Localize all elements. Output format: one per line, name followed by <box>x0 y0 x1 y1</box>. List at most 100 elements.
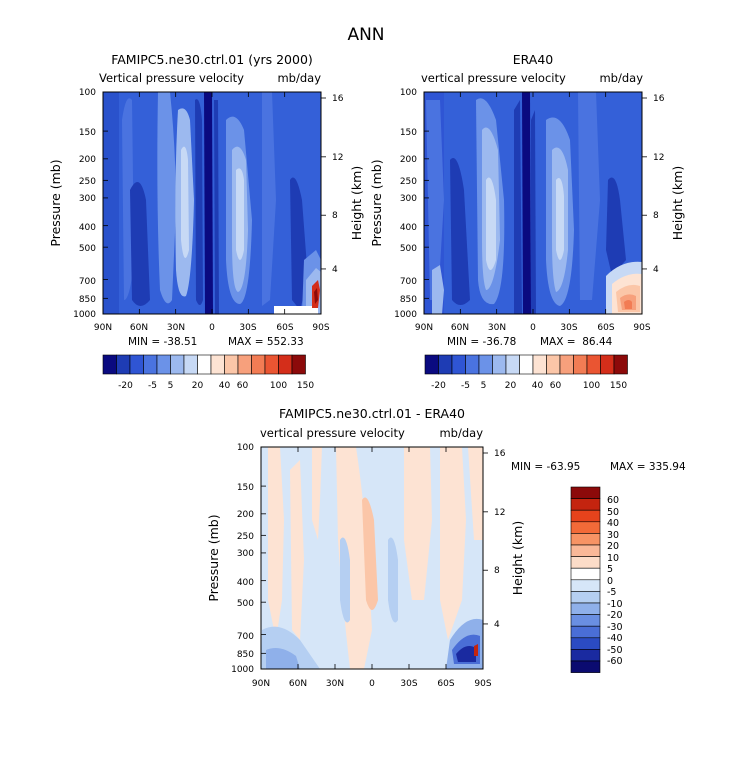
colorbar-label: -50 <box>607 645 623 656</box>
panel-subtitle-right: mb/day <box>277 71 321 85</box>
field-region <box>312 447 322 540</box>
colorbar-label: 150 <box>297 381 314 391</box>
y-tick-label: 300 <box>400 194 417 204</box>
colorbar-label: 20 <box>607 541 619 552</box>
colorbar <box>102 354 306 375</box>
panel-title: FAMIPC5.ne30.ctrl.01 (yrs 2000) <box>111 52 313 67</box>
x-tick-label: 30N <box>167 323 185 333</box>
colorbar-label: 5 <box>168 381 174 391</box>
y-tick-label: 250 <box>79 177 96 187</box>
x-tick-label: 60S <box>276 323 293 333</box>
y-right-tick-label: 12 <box>653 153 664 163</box>
colorbar-label: 60 <box>550 381 562 391</box>
y-tick-label: 100 <box>237 443 254 453</box>
panel-title: FAMIPC5.ne30.ctrl.01 - ERA40 <box>279 406 465 421</box>
colorbar-label: 150 <box>610 381 627 391</box>
y-tick-label: 500 <box>400 244 417 254</box>
field-region <box>236 168 244 260</box>
colorbar-label: -5 <box>461 381 470 391</box>
y-right-tick-label: 8 <box>653 211 659 221</box>
panel-subtitle-right: mb/day <box>439 426 483 440</box>
y-tick-label: 1000 <box>394 310 417 320</box>
colorbar-label: 50 <box>607 507 619 518</box>
field-region <box>432 265 444 314</box>
colorbar-swatch <box>264 354 279 375</box>
colorbar-swatch <box>116 354 131 375</box>
colorbar-swatch <box>478 354 493 375</box>
field-region <box>290 460 304 640</box>
y-right-tick-label: 8 <box>332 211 338 221</box>
x-tick-label: 60S <box>437 679 454 689</box>
colorbar-swatch <box>573 354 588 375</box>
field-region <box>556 178 564 260</box>
panel-subtitle-left: Vertical pressure velocity <box>99 71 244 85</box>
x-tick-labels: 90N 60N 30N 0 30S 60S 90S <box>415 323 651 333</box>
y-tick-label: 850 <box>400 295 417 305</box>
x-tick-label: 0 <box>369 679 375 689</box>
colorbar-swatch <box>570 567 601 581</box>
y-tick-label: 300 <box>79 194 96 204</box>
colorbar-swatch <box>170 354 185 375</box>
x-tick-label: 60N <box>451 323 469 333</box>
panel-subtitle-left: vertical pressure velocity <box>260 426 405 440</box>
field-region <box>262 92 276 306</box>
y-tick-labels: 100 150 200 250 300 400 500 700 850 1000 <box>73 88 96 320</box>
stat-max: MAX = 335.94 <box>610 461 686 473</box>
y-tick-label: 200 <box>79 155 96 165</box>
colorbar-label: 100 <box>583 381 600 391</box>
colorbar-swatch <box>570 544 601 557</box>
y-axis-label: Pressure (mb) <box>206 514 221 601</box>
y-tick-label: 300 <box>237 549 254 559</box>
y-tick-label: 400 <box>79 223 96 233</box>
colorbar-label: -60 <box>607 656 623 667</box>
field-region <box>268 447 284 640</box>
field-region <box>474 644 478 656</box>
colorbar-label: -20 <box>118 381 133 391</box>
y-tick-label: 150 <box>79 128 96 138</box>
colorbar-swatch <box>237 354 252 375</box>
colorbar-label: -5 <box>607 587 616 598</box>
field-region <box>103 92 119 314</box>
y-tick-label: 250 <box>400 177 417 187</box>
field-region <box>214 100 219 314</box>
colorbar-swatch <box>570 637 601 650</box>
colorbar-labels: -20 -5 5 20 40 60 100 150 <box>118 381 314 391</box>
colorbar-swatch <box>570 591 601 604</box>
x-tick-label: 90S <box>633 323 650 333</box>
colorbar-label: 10 <box>607 553 619 564</box>
y-right-tick-labels: 16 12 8 4 <box>653 94 665 275</box>
field-region <box>340 537 350 623</box>
x-tick-label: 30S <box>400 679 417 689</box>
y-tick-label: 200 <box>400 155 417 165</box>
y-axis-right-label: Height (km) <box>510 521 525 595</box>
field-region <box>606 177 626 276</box>
colorbar-label: 0 <box>607 576 613 587</box>
colorbar-swatch <box>532 354 547 375</box>
field-region <box>531 110 536 314</box>
colorbar-swatch <box>570 556 601 569</box>
field-region <box>157 92 176 304</box>
y-tick-label: 200 <box>237 510 254 520</box>
colorbar-swatch <box>424 354 439 375</box>
x-tick-label: 90N <box>94 323 112 333</box>
y-right-tick-label: 4 <box>494 620 500 630</box>
colorbar-swatch <box>438 354 453 375</box>
colorbar-label: 40 <box>532 381 544 391</box>
panel-subtitle-left: vertical pressure velocity <box>421 71 566 85</box>
y-right-tick-label: 16 <box>494 449 506 459</box>
x-tick-label: 90S <box>474 679 491 689</box>
colorbar-label: 20 <box>192 381 204 391</box>
colorbar-swatch <box>519 354 534 375</box>
colorbar-label: -10 <box>607 599 623 610</box>
y-right-tick-label: 12 <box>332 153 343 163</box>
colorbar-swatch <box>278 354 293 375</box>
contour-field <box>261 447 483 669</box>
colorbar-swatch <box>559 354 574 375</box>
colorbar <box>570 486 601 673</box>
colorbar-swatch <box>224 354 239 375</box>
colorbar-label: 60 <box>237 381 249 391</box>
panel-model: FAMIPC5.ne30.ctrl.01 (yrs 2000) Vertical… <box>48 52 364 391</box>
axis-ticks <box>102 91 326 315</box>
y-tick-label: 250 <box>237 532 254 542</box>
colorbar-label: 40 <box>219 381 231 391</box>
